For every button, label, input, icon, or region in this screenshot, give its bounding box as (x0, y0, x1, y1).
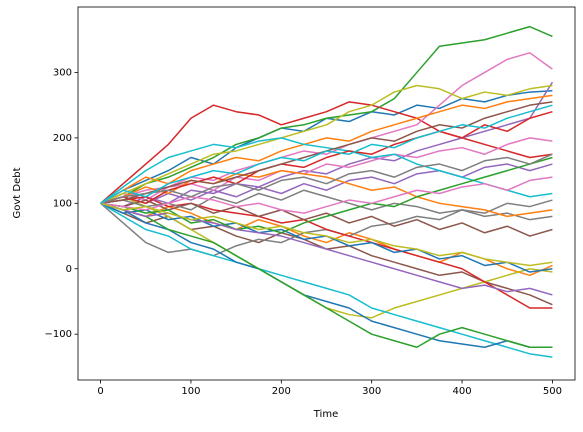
series-line (100, 137, 553, 205)
y-tick-label: 200 (53, 133, 72, 144)
y-tick-label: 0 (66, 264, 72, 275)
x-tick-label: 0 (97, 386, 103, 397)
series-line (100, 25, 553, 205)
series-line (100, 202, 553, 306)
series-line (100, 169, 553, 218)
series-line (100, 101, 553, 205)
series-line (100, 163, 553, 205)
series-line (100, 84, 553, 205)
x-tick-label: 300 (362, 386, 381, 397)
x-tick-label: 200 (272, 386, 291, 397)
y-tick-label: −100 (45, 329, 72, 340)
series-line (100, 94, 553, 204)
y-tick-label: 300 (53, 67, 72, 78)
x-tick-label: 400 (452, 386, 471, 397)
x-tick-label: 500 (543, 386, 562, 397)
series-line (100, 176, 553, 214)
series-line (100, 202, 553, 267)
series-line (100, 202, 553, 349)
series-line (100, 202, 553, 349)
x-axis-label: Time (313, 409, 338, 420)
series-line (100, 81, 554, 208)
series-line (100, 153, 553, 205)
x-tick-label: 100 (181, 386, 200, 397)
series-line (100, 104, 553, 204)
series-line (100, 189, 553, 221)
y-axis-label: Govt Debt (12, 167, 23, 218)
series-line (100, 52, 553, 205)
plot-frame (77, 6, 576, 381)
series-line (100, 110, 553, 205)
series-line (100, 199, 553, 237)
series-line (100, 196, 553, 319)
y-tick-label: 100 (53, 198, 72, 209)
series-line (100, 137, 553, 204)
series-line (100, 199, 553, 257)
series-line (100, 156, 553, 234)
series-line (100, 101, 553, 204)
series-line (100, 202, 553, 358)
series-line (100, 202, 553, 277)
